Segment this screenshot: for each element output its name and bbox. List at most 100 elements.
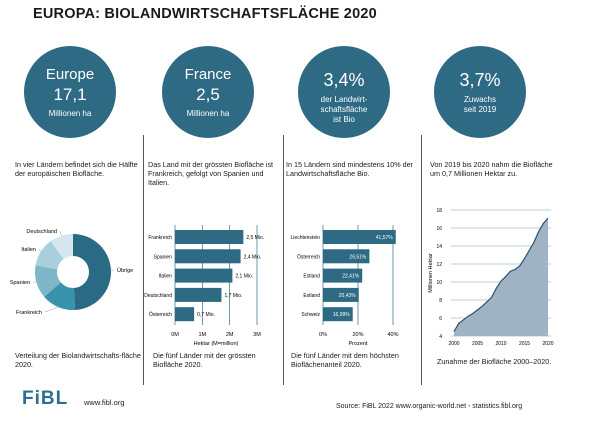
bar-category-label: Estland	[303, 274, 320, 280]
x-tick-label: 1M	[199, 332, 207, 338]
x-tick-label: 2000	[448, 341, 459, 347]
x-tick-label: 0%	[319, 332, 327, 338]
x-tick-label: 2M	[226, 332, 234, 338]
caption-bar-area: Die fünf Länder mit der grössten Biofläc…	[153, 351, 256, 369]
bar-category-label: Österreich	[297, 253, 320, 260]
circle-unit: Millionen ha	[48, 109, 92, 118]
y-tick-label: 10	[436, 280, 442, 286]
circle-text: Zuwachs seit 2019	[463, 95, 497, 114]
bar-category-label: Estland	[303, 293, 320, 299]
bar-category-label: Spanien	[154, 254, 173, 260]
stat-circle-europe: Europe 17,1 Millionen ha	[24, 46, 116, 138]
x-tick-label: 2010	[495, 341, 506, 347]
x-axis-label: Prozent	[349, 341, 368, 347]
x-tick-label: 2015	[519, 341, 530, 347]
caption-pie: Verteilung der Biolandwirtschafts-fläche…	[15, 351, 141, 369]
y-tick-label: 16	[436, 226, 442, 232]
bar	[323, 287, 359, 302]
area-chart-growth: 4 6 8 10 12 14 16 18 2000 2005 2010 2015 2020 Million…	[428, 208, 554, 347]
leader-line	[59, 230, 62, 236]
bar-value-label: 2,5 Mio.	[246, 235, 264, 241]
caption-bar-share: Die fünf Länder mit dem höchsten Biofläc…	[291, 351, 399, 369]
y-tick-label: 12	[436, 262, 442, 268]
bar	[175, 287, 222, 302]
bar-value-label: 0,7 Mio.	[197, 312, 215, 318]
circle-value: 3,4%	[323, 70, 365, 90]
leader-line	[38, 248, 42, 252]
leader-line	[44, 306, 59, 313]
bar-value-label: 1,7 Mio.	[224, 293, 242, 299]
y-tick-label: 18	[436, 208, 442, 214]
description-share: In 15 Ländern sind mindestens 10% der La…	[286, 160, 414, 178]
page-title: EUROPA: BIOLANDWIRTSCHAFTSFLÄCHE 2020	[33, 6, 377, 22]
donut-slice	[35, 241, 64, 270]
divider	[421, 135, 422, 385]
stat-circle-share: 3,4% der Landwirt-schaftsfläche ist Bio	[298, 46, 390, 138]
bar	[175, 268, 233, 283]
description-pie: In vier Ländern befindet sich die Hälfte…	[15, 160, 138, 178]
donut-chart: Übrige Frankreich Spanien Italien Deutschlan…	[10, 229, 133, 316]
bar-chart-share: 0% 20% 40% Prozent Liechtenstein 41,57% Österr…	[291, 225, 399, 347]
donut-label: Deutschland	[26, 229, 57, 235]
bar	[323, 230, 396, 244]
x-axis-label: Hektar (M=million)	[194, 341, 239, 347]
divider	[283, 135, 284, 385]
bar	[323, 249, 370, 264]
circle-value: 3,7%	[459, 70, 501, 90]
description-area: Das Land mit der grössten Biofläche ist …	[148, 160, 274, 187]
fibl-logo: FiBL	[22, 388, 69, 409]
circle-text: der Landwirt-schaftsfläche ist Bio	[320, 95, 368, 124]
circle-unit: Millionen ha	[186, 109, 230, 118]
bar-value-label: 22,41%	[342, 274, 360, 280]
bar-value-label: 16,99%	[333, 312, 351, 318]
x-tick-label: 2005	[472, 341, 483, 347]
donut-slice	[44, 282, 76, 310]
bar-value-label: 26,51%	[349, 254, 367, 260]
caption-area: Zunahme der Biofläche 2000–2020.	[437, 357, 552, 366]
stat-circle-france: France 2,5 Millionen ha	[162, 46, 254, 138]
y-axis-label: Millionen Hektar	[428, 253, 434, 293]
donut-label: Italien	[21, 247, 36, 253]
x-tick-label: 0M	[171, 332, 179, 338]
donut-label: Frankreich	[16, 310, 42, 316]
donut-slice	[73, 234, 111, 310]
donut-slice	[35, 265, 61, 297]
bar-value-label: 20,43%	[339, 293, 357, 299]
source-text: Source: FiBL 2022 www.organic-world.net …	[336, 403, 523, 410]
y-tick-label: 6	[439, 316, 442, 322]
y-tick-label: 4	[439, 334, 442, 340]
divider	[143, 135, 144, 385]
area-line	[453, 217, 549, 332]
description-growth: Von 2019 bis 2020 nahm die Biofläche um …	[430, 160, 553, 178]
bar-category-label: Deutschland	[144, 293, 172, 299]
bar	[323, 307, 353, 322]
bar-chart-area: 0M 1M 2M 3M Hektar (M=million) Frankreich 2,5 …	[144, 225, 264, 347]
bar	[175, 230, 244, 244]
bar-value-label: 41,57%	[376, 235, 394, 241]
stat-circle-growth: 3,7% Zuwachs seit 2019	[434, 46, 526, 138]
circle-heading: Europe	[45, 66, 95, 83]
bar-value-label: 2,4 Mio.	[244, 254, 262, 260]
leader-line	[110, 269, 115, 272]
donut-label: Übrige	[117, 267, 133, 274]
bar-category-label: Österreich	[149, 311, 172, 318]
bar	[175, 249, 241, 264]
circle-value: 17,1	[53, 85, 87, 104]
website-link[interactable]: www.fibl.org	[84, 398, 125, 407]
circle-value: 2,5	[196, 85, 220, 104]
bar-value-label: 2,1 Mio.	[235, 274, 253, 280]
donut-slice	[50, 234, 73, 260]
bar	[323, 268, 363, 283]
y-tick-label: 8	[439, 298, 442, 304]
x-tick-label: 40%	[387, 332, 398, 338]
bar-category-label: Liechtenstein	[291, 235, 321, 241]
bar-category-label: Frankreich	[148, 235, 172, 241]
area-fill	[454, 218, 548, 336]
x-tick-label: 3M	[253, 332, 261, 338]
y-tick-label: 14	[436, 244, 442, 250]
circle-heading: France	[184, 66, 232, 83]
x-tick-label: 2020	[542, 341, 553, 347]
bar-category-label: Schweiz	[301, 312, 320, 318]
donut-label: Spanien	[10, 280, 30, 286]
bar	[175, 307, 195, 322]
